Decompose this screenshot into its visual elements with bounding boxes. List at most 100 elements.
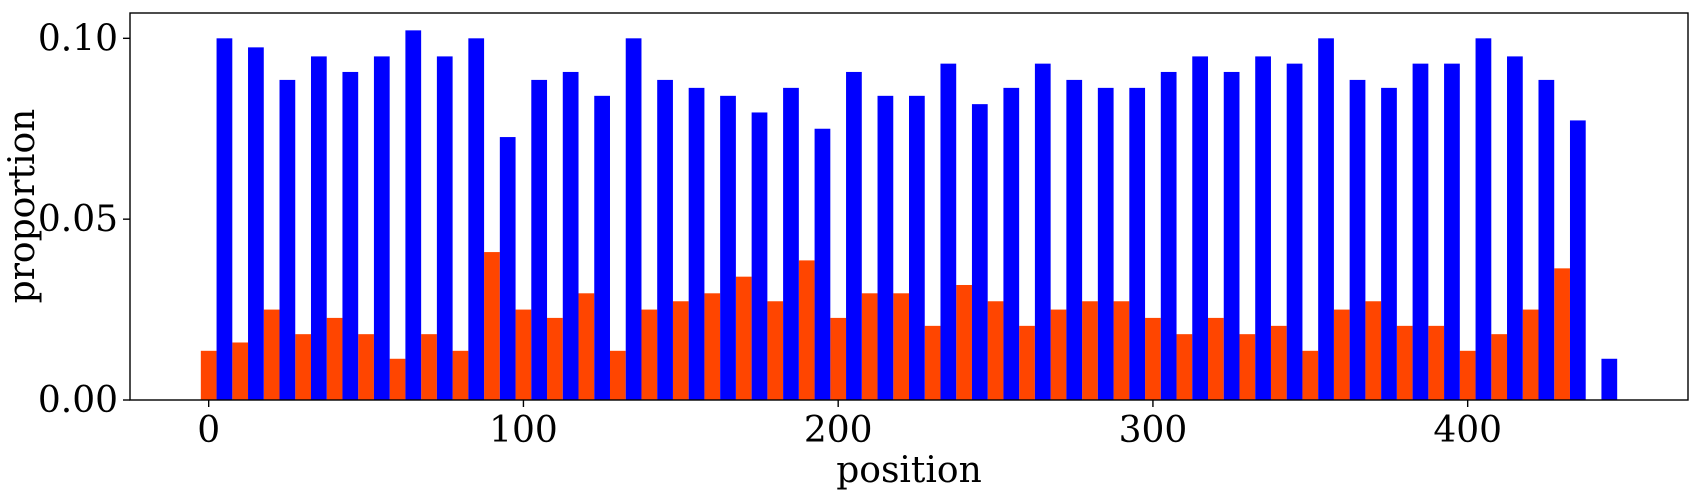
bar-series-1-11 bbox=[547, 317, 563, 400]
bar-series-2-5 bbox=[373, 56, 390, 401]
bar-series-2-22 bbox=[909, 95, 925, 400]
bar-series-1-29 bbox=[1113, 301, 1130, 400]
y-tick-label: 0.05 bbox=[38, 199, 118, 240]
bar-series-2-4 bbox=[342, 71, 359, 400]
bar-series-1-21 bbox=[861, 293, 878, 400]
bar-series-2-21 bbox=[877, 95, 894, 400]
bar-series-2-16 bbox=[720, 95, 736, 400]
bar-series-1-20 bbox=[830, 317, 847, 400]
bar-series-1-19 bbox=[798, 260, 815, 400]
y-tick-label: 0.10 bbox=[38, 18, 118, 59]
bar-series-2-26 bbox=[1034, 63, 1051, 400]
bar-series-1-30 bbox=[1145, 317, 1161, 400]
bar-series-2-42 bbox=[1538, 79, 1555, 400]
bar-series-2-19 bbox=[814, 128, 831, 401]
x-axis-label: position bbox=[836, 450, 982, 491]
bar-series-2-27 bbox=[1066, 79, 1083, 400]
bar-series-1-25 bbox=[987, 301, 1004, 400]
bar-series-2-15 bbox=[688, 87, 705, 401]
bar-series-1-10 bbox=[515, 309, 532, 400]
bar-series-2-0 bbox=[216, 38, 233, 400]
x-tick-label: 400 bbox=[1433, 410, 1502, 451]
bar-series-1-36 bbox=[1333, 309, 1350, 400]
bar-series-2-7 bbox=[436, 56, 453, 401]
bar-series-2-43 bbox=[1569, 120, 1586, 401]
bar-series-1-4 bbox=[326, 317, 343, 400]
bar-series-2-23 bbox=[940, 63, 957, 400]
bar-series-2-9 bbox=[499, 137, 516, 400]
bar-series-1-26 bbox=[1019, 325, 1035, 400]
bar-series-2-6 bbox=[405, 30, 422, 401]
bar-series-1-22 bbox=[893, 293, 909, 400]
bar-series-1-2 bbox=[263, 309, 280, 400]
bar-series-1-28 bbox=[1082, 301, 1098, 400]
bar-series-2-44 bbox=[1601, 358, 1618, 400]
bar-series-1-43 bbox=[1554, 268, 1570, 400]
bar-series-2-31 bbox=[1192, 56, 1209, 401]
bar-series-1-18 bbox=[767, 301, 784, 400]
bar-series-2-3 bbox=[310, 56, 327, 401]
bar-series-1-3 bbox=[295, 334, 311, 400]
bar-series-2-10 bbox=[531, 79, 548, 400]
bar-series-2-24 bbox=[971, 104, 988, 400]
bar-series-1-1 bbox=[232, 342, 249, 400]
bar-series-1-7 bbox=[421, 334, 437, 400]
bar-series-2-36 bbox=[1349, 79, 1366, 400]
bar-series-2-39 bbox=[1444, 63, 1460, 400]
bars-group bbox=[200, 30, 1618, 401]
bar-series-2-18 bbox=[783, 87, 799, 401]
bar-series-1-9 bbox=[484, 252, 500, 400]
bar-series-1-23 bbox=[924, 325, 941, 400]
bar-series-2-14 bbox=[657, 79, 673, 400]
bar-series-2-33 bbox=[1255, 56, 1271, 401]
y-axis: 0.00 0.05 0.10 bbox=[38, 18, 130, 421]
bar-series-1-42 bbox=[1522, 309, 1539, 400]
bar-series-1-0 bbox=[200, 350, 217, 400]
bar-series-1-34 bbox=[1270, 325, 1287, 400]
bar-series-1-39 bbox=[1428, 325, 1445, 400]
x-tick-label: 200 bbox=[804, 410, 873, 451]
bar-series-1-37 bbox=[1365, 301, 1382, 400]
bar-series-2-11 bbox=[562, 71, 579, 400]
bar-series-2-29 bbox=[1129, 87, 1146, 401]
bar-series-2-1 bbox=[248, 47, 264, 401]
bar-series-2-37 bbox=[1381, 87, 1397, 401]
bar-series-2-13 bbox=[625, 38, 642, 400]
bar-series-1-13 bbox=[609, 350, 626, 400]
bar-series-2-34 bbox=[1286, 63, 1303, 400]
x-tick-label: 300 bbox=[1119, 410, 1188, 451]
bar-series-2-38 bbox=[1412, 63, 1429, 400]
bar-series-1-40 bbox=[1459, 350, 1476, 400]
bar-series-1-27 bbox=[1050, 309, 1067, 400]
bar-series-2-20 bbox=[846, 71, 862, 400]
bar-series-2-2 bbox=[279, 79, 296, 400]
bar-series-1-41 bbox=[1491, 334, 1508, 400]
x-tick-label: 100 bbox=[489, 410, 558, 451]
bar-series-1-38 bbox=[1396, 325, 1413, 400]
y-tick-label: 0.00 bbox=[38, 380, 118, 421]
plot-frame bbox=[129, 12, 1689, 401]
bar-series-1-33 bbox=[1239, 334, 1256, 400]
y-axis-label: proportion bbox=[2, 109, 43, 304]
bar-series-1-14 bbox=[641, 309, 658, 400]
bar-series-2-25 bbox=[1003, 87, 1020, 401]
bar-series-1-8 bbox=[452, 350, 469, 400]
bar-series-2-8 bbox=[468, 38, 485, 400]
bar-series-1-16 bbox=[704, 293, 721, 400]
bar-series-1-5 bbox=[358, 334, 374, 400]
x-axis: 0 100 200 300 400 bbox=[197, 400, 1502, 451]
bar-series-1-32 bbox=[1208, 317, 1224, 400]
bar-series-2-40 bbox=[1475, 38, 1492, 400]
bar-series-1-31 bbox=[1176, 334, 1193, 400]
bar-series-2-30 bbox=[1160, 71, 1177, 400]
bar-series-2-28 bbox=[1097, 87, 1114, 401]
bar-series-2-32 bbox=[1223, 71, 1240, 400]
bar-series-1-6 bbox=[389, 358, 406, 400]
bar-series-1-15 bbox=[672, 301, 689, 400]
bar-series-1-17 bbox=[735, 276, 752, 400]
bar-series-1-35 bbox=[1302, 350, 1319, 400]
bar-series-1-24 bbox=[956, 284, 972, 400]
x-tick-label: 0 bbox=[197, 410, 220, 451]
bar-series-2-41 bbox=[1507, 56, 1523, 401]
